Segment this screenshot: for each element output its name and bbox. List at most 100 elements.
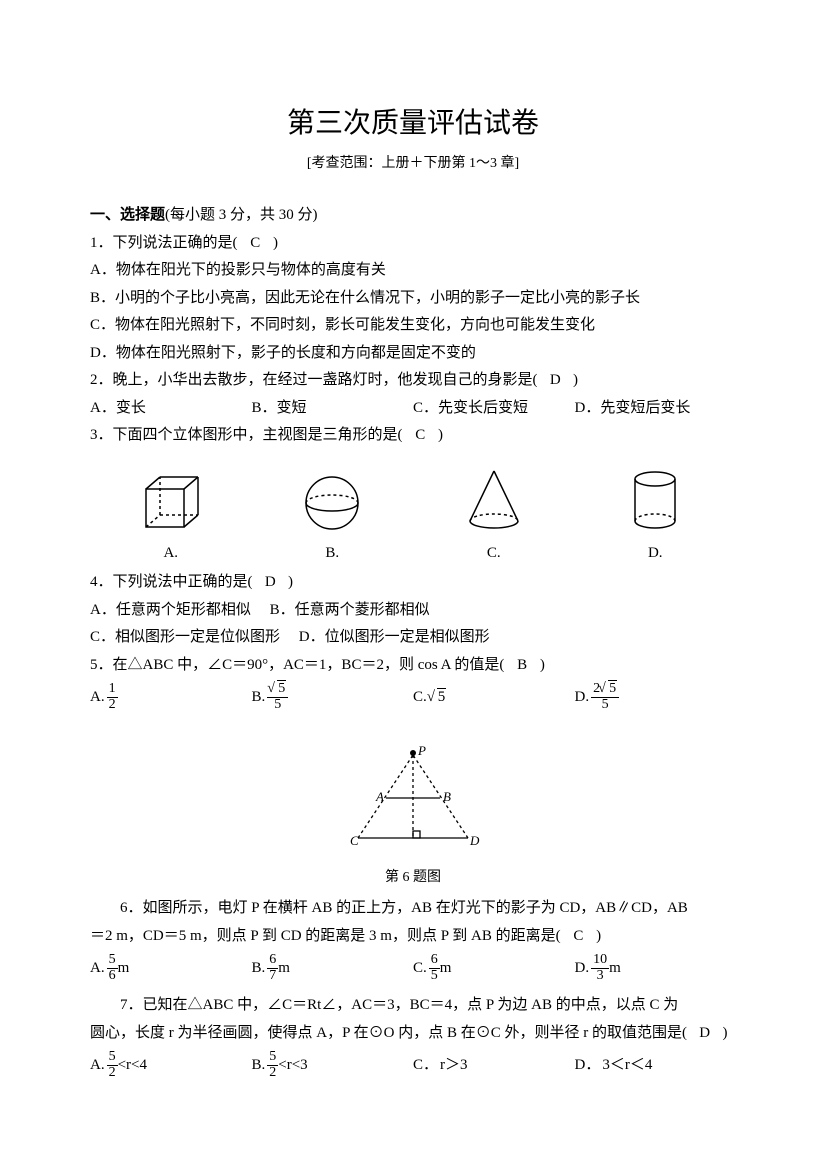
q7-stem2-text: 圆心，长度 r 为半径画圆，使得点 A，P 在⊙O 内，点 B 在⊙C 外，则半… xyxy=(90,1025,687,1041)
q7-options: A. 52 <r<4 B. 52 <r<3 C． r＞3 D． 3＜r＜4 xyxy=(90,1050,736,1080)
cone-icon xyxy=(464,467,524,535)
q4-opt-a: A．任意两个矩形都相似 xyxy=(90,602,251,618)
q5-c-val: 5 xyxy=(437,688,447,705)
q6-b-den: 7 xyxy=(267,969,278,984)
q6-a-unit: m xyxy=(118,956,130,982)
q6-label-b: B xyxy=(443,789,451,804)
q6-stem-line2: ＝2 m，CD＝5 m，则点 P 到 CD 的距离是 3 m，则点 P 到 AB… xyxy=(90,924,736,950)
shape-label-a: A. xyxy=(111,541,231,567)
q7-a-den: 2 xyxy=(107,1066,118,1081)
q1-opt-a: A．物体在阳光下的投影只与物体的高度有关 xyxy=(90,258,736,284)
q5-opt-b: B. 5 5 xyxy=(252,682,414,712)
q7-c-text: r＞3 xyxy=(440,1053,468,1079)
shape-label-b: B. xyxy=(272,541,392,567)
q4-stem: 4．下列说法中正确的是( D ) xyxy=(90,570,736,596)
cube-icon xyxy=(136,471,206,535)
q6-stem2-text: ＝2 m，CD＝5 m，则点 P 到 CD 的距离是 3 m，则点 P 到 AB… xyxy=(90,928,561,944)
page-title: 第三次质量评估试卷 xyxy=(90,100,736,148)
q2-opt-d: D．先变短后变长 xyxy=(575,396,737,422)
q2-stem: 2．晚上，小华出去散步，在经过一盏路灯时，他发现自己的身影是( D ) xyxy=(90,368,736,394)
q6-label-d: D xyxy=(469,833,480,848)
q2-opt-b: B．变短 xyxy=(252,396,414,422)
shape-cube: A. xyxy=(111,471,231,567)
q5-opt-c: C. 5 xyxy=(413,682,575,712)
q3-shapes: A. B. C. xyxy=(90,467,736,567)
shape-label-c: C. xyxy=(434,541,554,567)
q3-tail: ) xyxy=(438,427,443,443)
q6-d-num: 10 xyxy=(591,953,609,969)
q5-b-den: 5 xyxy=(267,698,288,713)
q5-a-label: A. xyxy=(90,685,105,711)
q6-c-den: 5 xyxy=(429,969,440,984)
q2-opt-a: A．变长 xyxy=(90,396,252,422)
q7-b-num: 5 xyxy=(267,1050,278,1066)
q4-opt-c: C．相似图形一定是位似图形 xyxy=(90,629,280,645)
q6-d-label: D. xyxy=(575,956,590,982)
q6-c-label: C. xyxy=(413,956,427,982)
q6-label-a: A xyxy=(375,789,384,804)
q2-stem-text: 2．晚上，小华出去散步，在经过一盏路灯时，他发现自己的身影是( xyxy=(90,372,538,388)
q7-opt-b: B. 52 <r<3 xyxy=(252,1050,414,1080)
q4-opt-d: D．位似图形一定是相似图形 xyxy=(299,629,490,645)
q6-caption: 第 6 题图 xyxy=(90,866,736,890)
q7-tail: ) xyxy=(722,1025,727,1041)
page-subtitle: [考查范围：上册＋下册第 1～3 章] xyxy=(90,152,736,176)
q7-answer: D xyxy=(691,1021,719,1047)
q7-a-label: A. xyxy=(90,1053,105,1079)
q1-stem-text: 1．下列说法正确的是( xyxy=(90,235,238,251)
q5-opt-a: A. 12 xyxy=(90,682,252,712)
q7-b-label: B. xyxy=(252,1053,266,1079)
q5-a-num: 1 xyxy=(107,682,118,698)
q5-c-label: C. xyxy=(413,685,427,711)
q6-figure: P A B C D xyxy=(90,743,736,863)
q6-c-num: 6 xyxy=(429,953,440,969)
shape-cone: C. xyxy=(434,467,554,567)
sphere-icon xyxy=(299,471,365,535)
q1-answer: C xyxy=(241,231,269,257)
q1-tail: ) xyxy=(273,235,278,251)
q7-opt-c: C． r＞3 xyxy=(413,1050,575,1080)
q4-tail: ) xyxy=(288,574,293,590)
q7-d-text: 3＜r＜4 xyxy=(602,1053,652,1079)
q5-opt-d: D. 255 xyxy=(575,682,737,712)
q3-stem: 3．下面四个立体图形中，主视图是三角形的是( C ) xyxy=(90,423,736,449)
q6-a-num: 5 xyxy=(107,953,118,969)
q6-opt-a: A. 56 m xyxy=(90,953,252,983)
q5-options: A. 12 B. 5 5 C. 5 D. 255 xyxy=(90,682,736,712)
q2-options: A．变长 B．变短 C．先变长后变短 D．先变短后变长 xyxy=(90,396,736,422)
q6-c-unit: m xyxy=(440,956,452,982)
q5-answer: B xyxy=(508,653,536,679)
shape-sphere: B. xyxy=(272,471,392,567)
q5-stem: 5．在△ABC 中，∠C＝90°，AC＝1，BC＝2，则 cos A 的值是( … xyxy=(90,653,736,679)
q6-tail: ) xyxy=(596,928,601,944)
q7-b-den: 2 xyxy=(267,1066,278,1081)
q1-opt-d: D．物体在阳光照射下，影子的长度和方向都是固定不变的 xyxy=(90,341,736,367)
q6-diagram-icon: P A B C D xyxy=(338,743,488,853)
q5-d-label: D. xyxy=(575,685,590,711)
shape-label-d: D. xyxy=(595,541,715,567)
q7-opt-d: D． 3＜r＜4 xyxy=(575,1050,737,1080)
q6-opt-b: B. 67 m xyxy=(252,953,414,983)
q1-opt-b: B．小明的个子比小亮高，因此无论在什么情况下，小明的影子一定比小亮的影子长 xyxy=(90,286,736,312)
shape-cylinder: D. xyxy=(595,467,715,567)
q7-stem-line2: 圆心，长度 r 为半径画圆，使得点 A，P 在⊙O 内，点 B 在⊙C 外，则半… xyxy=(90,1021,736,1047)
q5-b-num: 5 xyxy=(277,680,286,696)
section-1-score: (每小题 3 分，共 30 分) xyxy=(165,207,318,223)
q2-tail: ) xyxy=(573,372,578,388)
q4-line2: C．相似图形一定是位似图形 D．位似图形一定是相似图形 xyxy=(90,625,736,651)
section-1-label: 一、选择题 xyxy=(90,207,165,223)
q4-opt-b: B．任意两个菱形都相似 xyxy=(270,602,430,618)
q5-b-label: B. xyxy=(252,685,266,711)
q6-d-unit: m xyxy=(609,956,621,982)
q5-stem-text: 5．在△ABC 中，∠C＝90°，AC＝1，BC＝2，则 cos A 的值是( xyxy=(90,657,504,673)
q7-stem-line1: 7．已知在△ABC 中，∠C＝Rt∠，AC＝3，BC＝4，点 P 为边 AB 的… xyxy=(90,993,736,1019)
q7-opt-a: A. 52 <r<4 xyxy=(90,1050,252,1080)
q7-a-num: 5 xyxy=(107,1050,118,1066)
q2-opt-c: C．先变长后变短 xyxy=(413,396,575,422)
q6-answer: C xyxy=(564,924,592,950)
q1-stem: 1．下列说法正确的是( C ) xyxy=(90,231,736,257)
q6-d-den: 3 xyxy=(591,969,609,984)
q6-b-label: B. xyxy=(252,956,266,982)
q1-opt-c: C．物体在阳光照射下，不同时刻，影长可能发生变化，方向也可能发生变化 xyxy=(90,313,736,339)
section-1-header: 一、选择题(每小题 3 分，共 30 分) xyxy=(90,203,736,229)
